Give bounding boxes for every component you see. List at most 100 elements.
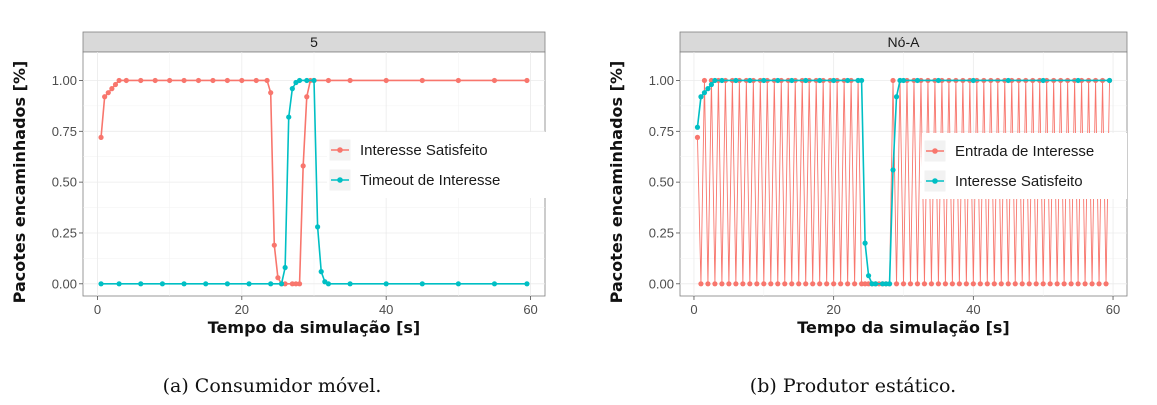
data-point — [775, 77, 781, 84]
data-point — [325, 77, 332, 84]
y-tick-label: 0.75 — [52, 124, 77, 139]
data-point — [970, 77, 976, 84]
data-point — [701, 90, 708, 96]
data-point — [271, 242, 277, 248]
data-point — [181, 77, 187, 84]
data-point — [845, 281, 851, 287]
y-tick-label: 1.00 — [52, 73, 77, 88]
data-point — [963, 281, 969, 287]
data-point — [893, 281, 900, 287]
data-point — [890, 167, 896, 173]
x-axis-title: Tempo da simulação [s] — [797, 318, 1010, 337]
data-point — [181, 281, 187, 287]
data-point — [311, 77, 317, 84]
data-point — [246, 281, 252, 287]
data-point — [914, 77, 921, 84]
data-point — [845, 77, 851, 84]
data-point — [203, 281, 209, 287]
y-tick-label: 0.75 — [649, 124, 674, 139]
data-point — [1103, 281, 1109, 287]
legend-key-point — [337, 147, 343, 153]
data-point — [865, 273, 872, 279]
data-point — [890, 77, 896, 84]
x-axis-title: Tempo da simulação [s] — [208, 318, 421, 337]
y-tick-label: 0.00 — [52, 276, 77, 291]
data-point — [789, 281, 795, 287]
legend: Interesse Satisfeito Timeout de Interesse — [327, 132, 557, 198]
data-point — [315, 224, 321, 230]
data-point — [935, 281, 942, 287]
data-point — [991, 281, 997, 287]
data-point — [1082, 281, 1088, 287]
data-point — [998, 281, 1004, 287]
data-point — [956, 281, 962, 287]
data-point — [719, 77, 725, 84]
legend-label: Interesse Satisfeito — [955, 173, 1083, 190]
data-point — [886, 281, 893, 287]
data-point — [907, 281, 914, 287]
data-point — [293, 281, 299, 287]
data-point — [1068, 281, 1074, 287]
caption-a: (a) Consumidor móvel. — [163, 375, 382, 397]
data-point — [282, 264, 288, 271]
data-point — [810, 281, 816, 287]
data-point — [1075, 281, 1081, 287]
series-layer — [98, 77, 530, 287]
data-point — [296, 281, 303, 287]
data-point — [383, 77, 389, 84]
data-point — [98, 134, 104, 140]
data-point — [116, 281, 122, 287]
data-point — [419, 281, 425, 287]
data-point — [726, 281, 732, 287]
data-point — [747, 281, 753, 287]
data-point — [1096, 281, 1102, 287]
chart-panel-a: 5 0.00 0.25 0.50 0.75 1.00 0 20 40 60 Tempo da sim… — [10, 31, 557, 337]
data-point — [102, 94, 108, 100]
data-point — [491, 77, 498, 84]
data-point — [239, 77, 245, 84]
y-tick-label: 0.25 — [52, 225, 77, 240]
data-point — [109, 86, 115, 92]
y-tick-label: 0.25 — [649, 225, 674, 240]
data-point — [1033, 281, 1039, 287]
legend-box — [327, 132, 557, 198]
data-point — [698, 94, 704, 100]
data-point — [159, 281, 166, 287]
legend-box — [922, 133, 1127, 199]
data-point — [304, 94, 310, 100]
data-point — [949, 281, 955, 287]
data-point — [152, 77, 158, 84]
data-point — [304, 77, 310, 84]
data-point — [286, 114, 292, 120]
series-layer — [694, 77, 1113, 287]
y-tick-label: 0.00 — [649, 276, 674, 291]
data-point — [708, 81, 715, 88]
data-point — [796, 281, 802, 287]
data-point — [253, 77, 259, 84]
data-point — [1106, 77, 1113, 84]
data-point — [712, 281, 718, 287]
data-point — [701, 77, 708, 84]
data-point — [98, 281, 104, 287]
legend-label: Interesse Satisfeito — [360, 142, 488, 159]
data-point — [210, 77, 216, 84]
data-point — [524, 281, 530, 287]
data-point — [970, 281, 976, 287]
data-point — [921, 281, 928, 287]
data-point — [712, 77, 718, 84]
legend-key-point — [932, 148, 938, 154]
data-point — [803, 281, 809, 287]
legend: Entrada de Interesse Interesse Satisfeito — [922, 133, 1127, 199]
data-point — [935, 77, 942, 84]
data-point — [858, 77, 865, 84]
x-tick-label: 60 — [1106, 302, 1120, 317]
data-point — [838, 281, 844, 287]
data-point — [419, 77, 425, 84]
data-point — [900, 281, 907, 287]
data-point — [733, 281, 739, 287]
data-point — [928, 281, 935, 287]
data-point — [694, 134, 701, 140]
data-point — [383, 281, 389, 287]
data-point — [872, 281, 879, 287]
